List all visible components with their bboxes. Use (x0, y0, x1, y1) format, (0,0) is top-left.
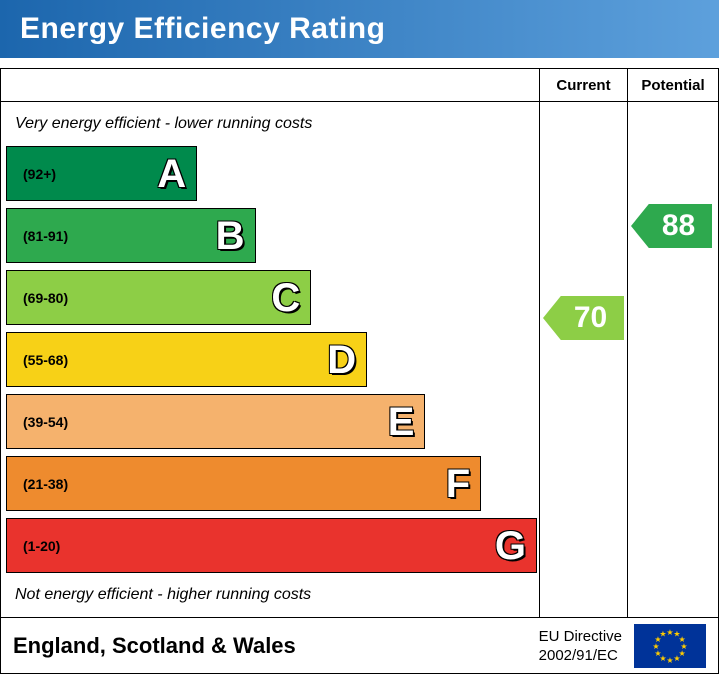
band-letter: F (445, 461, 471, 506)
bottom-caption: Not energy efficient - higher running co… (15, 586, 312, 603)
region-label: England, Scotland & Wales (13, 632, 296, 658)
band-row-D: (55-68) D (6, 332, 537, 387)
potential-column: 88 (627, 102, 718, 617)
bands-area: Very energy efficient - lower running co… (1, 102, 539, 617)
band-range-label: (39-54) (23, 413, 69, 430)
potential-rating-arrow: 88 (631, 204, 712, 248)
rating-chart-box: Current Potential Very energy efficient … (0, 68, 719, 674)
potential-column-header: Potential (627, 69, 718, 102)
band-range-label: (21-38) (23, 475, 69, 492)
eu-flag-star: ★ (659, 629, 666, 638)
band-bar-F: (21-38) F (6, 456, 482, 511)
page-title: Energy Efficiency Rating (20, 12, 386, 45)
eu-flag-star: ★ (659, 653, 666, 662)
band-bar-B: (81-91) B (6, 208, 256, 263)
band-row-G: (1-20) G (6, 518, 537, 573)
eu-directive-line1: EU Directive (538, 627, 622, 645)
potential-rating-value: 88 (661, 209, 696, 242)
band-bar-D: (55-68) D (6, 332, 368, 387)
chart-corner (1, 69, 539, 102)
eu-flag-star: ★ (666, 627, 673, 636)
band-range-label: (81-91) (23, 227, 69, 244)
bands: (92+) A (81-91) B (69-80) C (55-68) D (39-54) E (2… (1, 146, 539, 573)
rating-chart: Current Potential Very energy efficient … (1, 69, 718, 617)
band-row-C: (69-80) C (6, 270, 537, 325)
band-row-A: (92+) A (6, 146, 537, 201)
band-range-label: (69-80) (23, 289, 69, 306)
band-letter: B (215, 213, 245, 258)
eu-directive-label: EU Directive 2002/91/EC (539, 627, 622, 665)
band-letter: A (157, 151, 187, 196)
eu-flag-star: ★ (680, 641, 687, 650)
current-column-header: Current (539, 69, 627, 102)
eu-flag-star: ★ (666, 655, 673, 664)
band-letter: C (271, 275, 301, 320)
band-bar-E: (39-54) E (6, 394, 426, 449)
band-letter: D (327, 337, 357, 382)
band-letter: E (387, 399, 415, 444)
band-range-label: (1-20) (23, 537, 61, 554)
band-bar-G: (1-20) G (6, 518, 537, 573)
current-column: 70 (539, 102, 627, 617)
eu-flag-star: ★ (673, 653, 680, 662)
eu-flag-star: ★ (652, 641, 659, 650)
band-row-E: (39-54) E (6, 394, 537, 449)
band-letter: G (494, 523, 526, 568)
band-row-B: (81-91) B (6, 208, 537, 263)
band-row-F: (21-38) F (6, 456, 537, 511)
eu-flag-star: ★ (679, 648, 686, 657)
band-bar-C: (69-80) C (6, 270, 312, 325)
current-rating-arrow: 70 (543, 296, 624, 340)
eu-flag-bg (634, 623, 706, 668)
band-range-label: (92+) (23, 165, 57, 182)
eu-flag-star: ★ (654, 648, 661, 657)
footer: England, Scotland & Wales EU Directive 2… (1, 617, 718, 673)
current-rating-value: 70 (573, 301, 608, 334)
title-banner: Energy Efficiency Rating (0, 0, 719, 58)
band-bar-A: (92+) A (6, 146, 198, 201)
eu-directive-line2: 2002/91/EC (538, 646, 618, 664)
eu-flag-star: ★ (654, 634, 661, 643)
top-caption: Very energy efficient - lower running co… (15, 115, 313, 132)
eu-flag-star: ★ (679, 634, 686, 643)
eu-flag-icon: ★ ★★★★★★★★★★★ (634, 623, 706, 668)
band-range-label: (55-68) (23, 351, 69, 368)
eu-flag-star: ★ (673, 629, 680, 638)
